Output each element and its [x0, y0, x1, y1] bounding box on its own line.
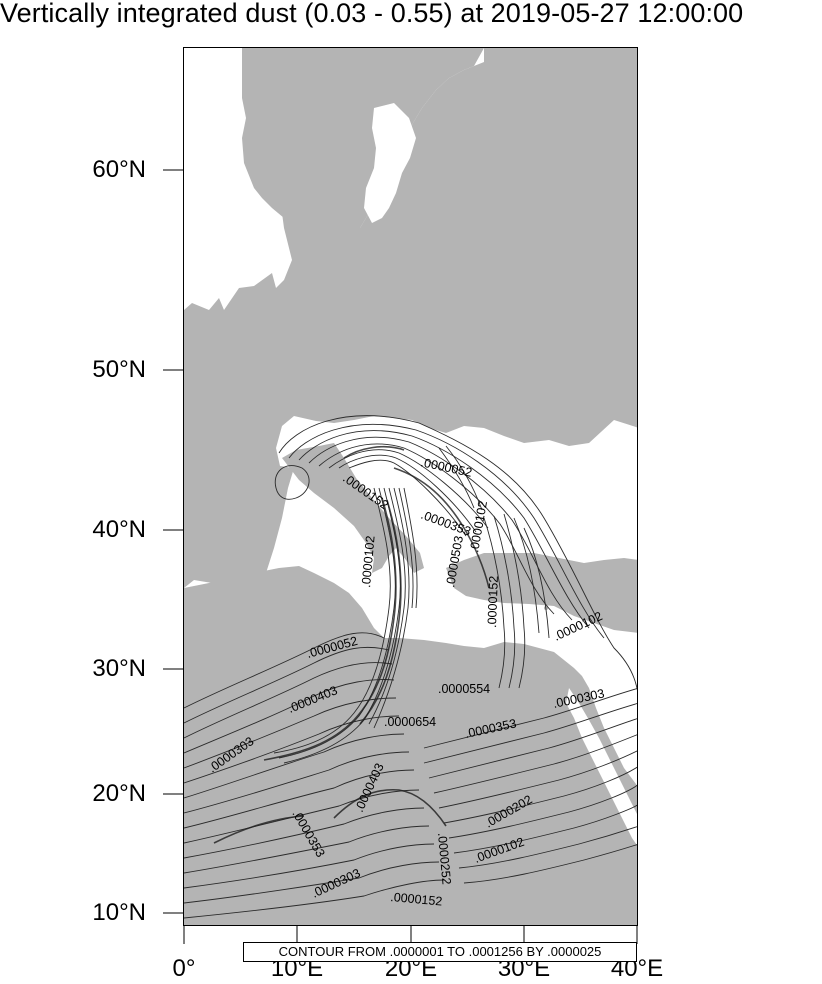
map-title: Vertically integrated dust (0.03 - 0.55)… — [0, 0, 744, 28]
contour-label: .0000554 — [438, 682, 490, 696]
contour-label-text: .0000554 — [438, 682, 490, 696]
lat-tick-label-30n: 30°N — [92, 655, 146, 682]
lat-tick-label-40n: 40°N — [92, 516, 146, 543]
baltic-sea — [364, 103, 416, 223]
dust-contours — [184, 415, 637, 919]
island-dots — [206, 534, 548, 610]
dust-map: .0000052.0000152.0000353.0000102.0000102… — [184, 48, 637, 925]
anatolia — [446, 553, 637, 633]
contour-info-box: CONTOUR FROM .0000001 TO .0001256 BY .00… — [243, 942, 637, 962]
map-panel: .0000052.0000152.0000353.0000102.0000102… — [183, 47, 638, 926]
contour-label-text: .0000252 — [435, 832, 453, 885]
contour-label: .0000102 — [359, 535, 377, 588]
scandinavia — [242, 48, 484, 278]
dense-dust-bands — [213, 445, 490, 844]
contour-label-text: .0000152 — [390, 890, 443, 908]
contour-label: .0000252 — [435, 832, 453, 885]
contour-label-text: .0000654 — [384, 715, 436, 729]
contour-label: .0000654 — [384, 715, 436, 729]
lon-tick-label-0: 0° — [172, 955, 196, 982]
italy — [282, 443, 424, 573]
contour-label: .0000152 — [390, 890, 443, 908]
black-sea — [514, 448, 629, 480]
contour-label-text: .0000152 — [485, 575, 501, 628]
contour-label-text: .0000102 — [359, 535, 377, 588]
lat-tick-label-60n: 60°N — [92, 156, 146, 183]
lat-tick-label-50n: 50°N — [92, 356, 146, 383]
lat-tick-label-20n: 20°N — [92, 780, 146, 807]
contour-label: .0000152 — [485, 575, 501, 628]
lat-tick-label-10n: 10°N — [92, 899, 146, 926]
